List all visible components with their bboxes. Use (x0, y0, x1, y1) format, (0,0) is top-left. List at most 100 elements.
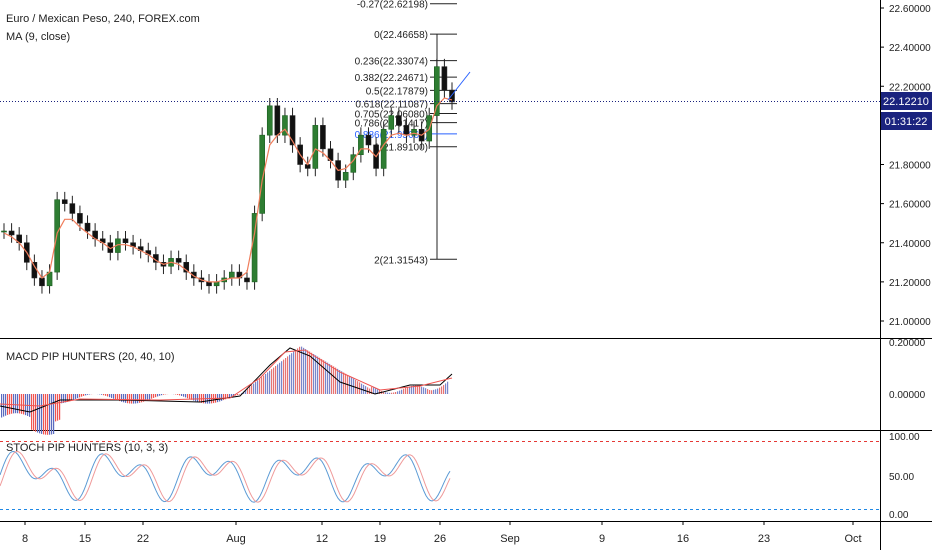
macd-histogram-bar (279, 362, 281, 394)
price-pane[interactable] (0, 0, 880, 338)
macd-histogram-bar (383, 391, 385, 394)
macd-histogram-bar (3, 394, 5, 417)
time-tick-label: 19 (374, 533, 386, 545)
macd-histogram-bar (407, 387, 409, 394)
time-tick-label: Oct (844, 533, 861, 545)
price-tick-label: 22.20000 (889, 82, 931, 93)
symbol-title[interactable]: Euro / Mexican Peso, 240, FOREX.com (6, 13, 200, 25)
stoch-legend[interactable]: STOCH PIP HUNTERS (10, 3, 3) (6, 442, 168, 454)
macd-histogram-bar (113, 394, 115, 399)
macd-histogram-bar (109, 394, 111, 398)
macd-histogram-bar (291, 353, 293, 394)
candle-body (403, 125, 410, 136)
price-tick-label: 21.40000 (889, 239, 931, 250)
stoch-k-line (0, 450, 451, 503)
macd-histogram-bar (395, 391, 397, 394)
macd-histogram-bar (327, 362, 329, 394)
macd-histogram-bar (147, 394, 149, 401)
macd-histogram-bar (181, 394, 183, 396)
macd-histogram-bar (443, 385, 445, 394)
macd-histogram-bar (179, 394, 181, 396)
macd-histogram-bar (367, 387, 369, 394)
macd-histogram-bar (377, 389, 379, 394)
time-tick-label: 8 (22, 533, 28, 545)
time-tick-label: Aug (226, 533, 246, 545)
macd-histogram-bar (397, 391, 399, 394)
macd-histogram-bar (437, 388, 439, 394)
macd-histogram-bar (159, 394, 161, 396)
stoch-tick: 50.00 (889, 472, 914, 483)
macd-histogram-bar (151, 394, 153, 399)
macd-histogram-bar (331, 365, 333, 394)
macd-histogram-bar (245, 390, 247, 394)
macd-histogram-bar (417, 385, 419, 394)
candle-body (175, 258, 182, 263)
macd-histogram-bar (13, 394, 15, 414)
macd-histogram-bar (431, 390, 433, 394)
macd-histogram-bar (329, 363, 331, 394)
macd-histogram-bar (125, 394, 127, 403)
price-axis[interactable]: 22.6000022.4000022.2000022.0000021.80000… (880, 4, 931, 328)
time-tick-label: 26 (434, 533, 446, 545)
macd-histogram-bar (49, 394, 51, 435)
macd-histogram-bar (185, 394, 187, 398)
macd-histogram-bar (323, 360, 325, 394)
macd-histogram-bar (75, 394, 77, 399)
macd-histogram-bar (47, 394, 49, 435)
macd-histogram-bar (257, 380, 259, 394)
stoch-d-line (0, 450, 451, 503)
fib-level-label: 1(21.89100) (374, 143, 428, 154)
current-price-text: 22.12210 (883, 96, 929, 108)
macd-histogram-bar (421, 386, 423, 394)
candle-body (380, 128, 387, 169)
macd-histogram-bar (127, 394, 129, 404)
ma-legend[interactable]: MA (9, close) (6, 31, 70, 43)
macd-histogram-bar (413, 385, 415, 394)
candle-body (191, 271, 197, 279)
macd-histogram-bar (149, 394, 151, 400)
macd-histogram-bar (21, 394, 23, 414)
macd-histogram-bar (129, 394, 131, 404)
macd-histogram-bar (107, 394, 109, 397)
price-tick-label: 21.20000 (889, 278, 931, 289)
macd-histogram-bar (65, 394, 67, 403)
macd-histogram-bar (425, 388, 427, 394)
macd-histogram-bar (81, 394, 83, 397)
macd-histogram-bar (439, 387, 441, 394)
macd-histogram-bar (333, 366, 335, 394)
macd-histogram-bar (45, 394, 47, 435)
macd-histogram-bar (103, 394, 105, 396)
countdown-text: 01:31:22 (885, 116, 928, 128)
macd-histogram-bar (131, 394, 133, 404)
stoch-pane[interactable] (0, 450, 451, 503)
candle-body (434, 66, 440, 116)
macd-histogram-bar (199, 394, 201, 403)
trend-line[interactable] (447, 71, 471, 101)
stoch-tick: 0.00 (889, 510, 909, 521)
macd-histogram-bar (255, 382, 257, 394)
macd-histogram-bar (219, 394, 221, 402)
time-axis[interactable]: 8 15 22 Aug 12 19 26 Sep 9 16 23 Oct (22, 521, 862, 545)
macd-histogram-bar (73, 394, 75, 400)
candle-body (31, 262, 38, 279)
candle-body (282, 115, 288, 136)
fib-level-label: 0.5(22.17879) (366, 86, 428, 97)
macd-histogram-bar (267, 372, 269, 394)
macd-histogram-bar (247, 388, 249, 394)
macd-legend[interactable]: MACD PIP HUNTERS (20, 40, 10) (6, 351, 175, 363)
fib-level-label: 0.236(22.33074) (355, 57, 428, 68)
macd-histogram-bar (375, 388, 377, 394)
macd-histogram-bar (273, 367, 275, 394)
macd-histogram-bar (189, 394, 191, 400)
macd-histogram-bar (183, 394, 185, 397)
macd-pane[interactable] (0, 346, 453, 435)
price-tick-label: 21.00000 (889, 317, 931, 328)
time-tick-label: 15 (79, 533, 91, 545)
macd-histogram-bar (231, 394, 233, 397)
macd-histogram-bar (415, 385, 417, 394)
macd-histogram-bar (117, 394, 119, 401)
macd-histogram-bar (319, 357, 321, 394)
candle-body (388, 115, 395, 130)
macd-histogram-bar (111, 394, 113, 398)
